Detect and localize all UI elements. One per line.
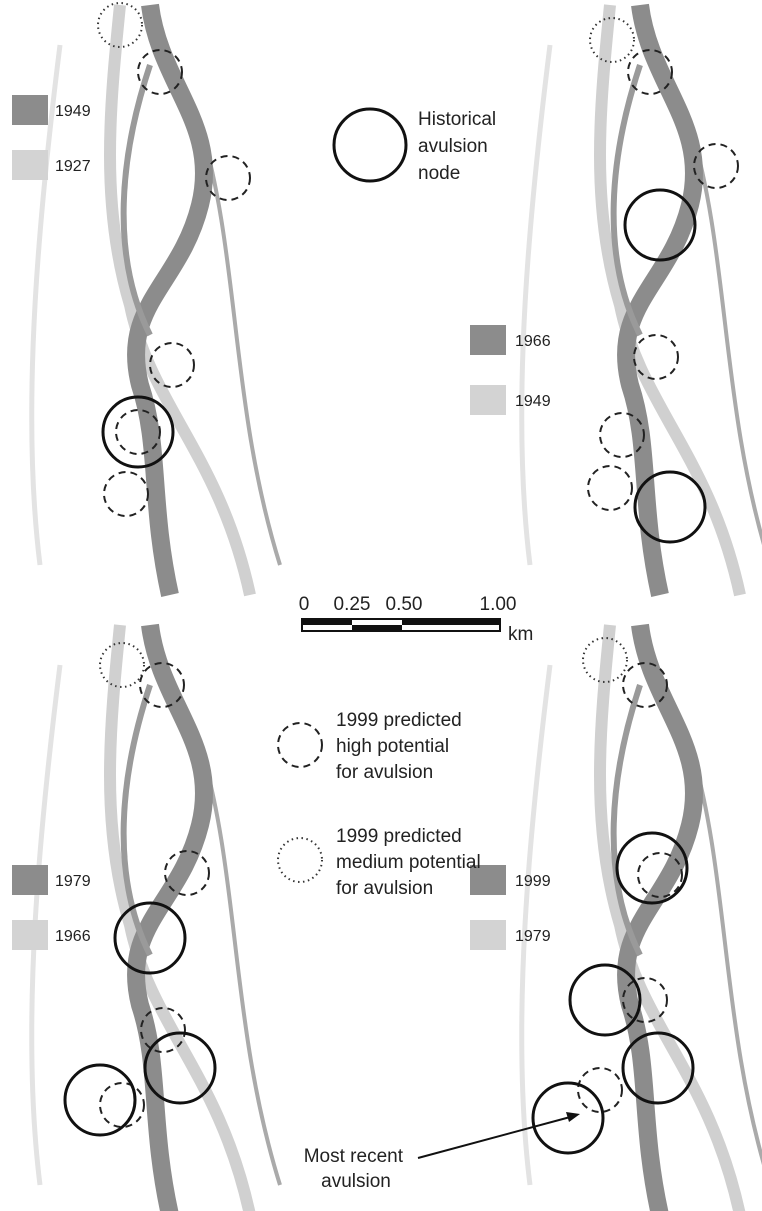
panel-legend: 1966 1949 (470, 325, 551, 415)
key-label: Historical avulsion node (418, 109, 501, 184)
legend-label: 1966 (55, 928, 91, 945)
scale-bar: 0 0.25 0.50 1.00 km (299, 594, 534, 645)
legend-label: 1949 (515, 393, 551, 410)
key-label: 1999 predicted medium potential for avul… (336, 826, 486, 899)
figure: 1949 1927 1966 1949 1979 1966 1999 1979 … (0, 0, 762, 1211)
arrow-head (566, 1112, 580, 1122)
legend-label: 1999 (515, 873, 551, 890)
key-symbol (278, 723, 322, 767)
legend-label: 1979 (515, 928, 551, 945)
legend-label: 1949 (55, 103, 91, 120)
scale-label: 0.50 (386, 594, 423, 615)
legend-label: 1927 (55, 158, 91, 175)
legend-label: 1979 (55, 873, 91, 890)
panel-legend: 1999 1979 (470, 865, 551, 950)
river-map (32, 625, 280, 1211)
scale-label: 0.25 (334, 594, 371, 615)
panel-legend: 1979 1966 (12, 865, 91, 950)
annotation: Most recent avulsion (304, 1146, 409, 1192)
annotation-arrow (418, 1116, 574, 1158)
key-symbol (278, 838, 322, 882)
scale-label: 1.00 (480, 594, 517, 615)
scale-unit: km (508, 624, 533, 645)
river-map (522, 625, 762, 1211)
key-label: 1999 predicted high potential for avulsi… (336, 710, 467, 783)
scale-label: 0 (299, 594, 310, 615)
key-symbol (334, 109, 406, 181)
legend-label: 1966 (515, 333, 551, 350)
